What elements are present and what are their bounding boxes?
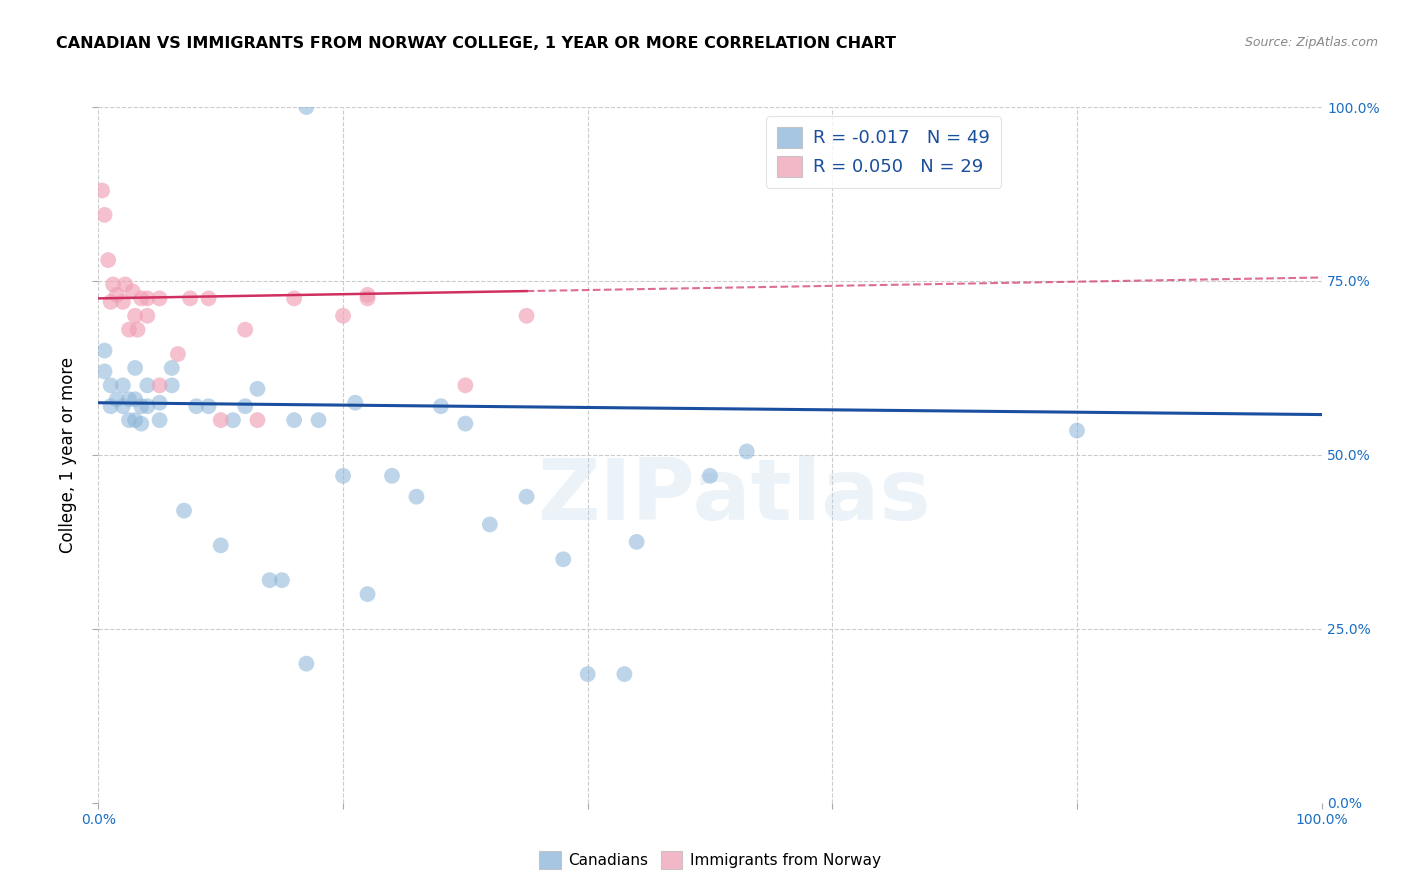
Point [118,413,141,427]
Point [149,291,172,305]
Point [97,253,120,268]
Point [626,535,648,549]
Text: CANADIAN VS IMMIGRANTS FROM NORWAY COLLEGE, 1 YEAR OR MORE CORRELATION CHART: CANADIAN VS IMMIGRANTS FROM NORWAY COLLE… [56,36,896,51]
Point [100,399,122,413]
Point [93,343,115,358]
Point [735,444,758,458]
Point [381,468,404,483]
Legend: Canadians, Immigrants from Norway: Canadians, Immigrants from Norway [533,846,887,875]
Point [454,417,477,431]
Point [101,277,124,292]
Point [454,378,477,392]
Point [186,399,208,413]
Point [121,285,143,299]
Point [129,291,152,305]
Y-axis label: College, 1 year or more: College, 1 year or more [59,357,77,553]
Point [209,538,232,552]
Text: Source: ZipAtlas.com: Source: ZipAtlas.com [1244,36,1378,49]
Point [283,413,305,427]
Point [553,552,575,566]
Point [124,413,146,427]
Point [233,399,256,413]
Point [129,399,152,413]
Point [149,413,172,427]
Point [515,309,537,323]
Point [160,360,183,375]
Point [222,413,245,427]
Point [105,288,128,302]
Point [233,323,256,337]
Point [197,399,219,413]
Point [173,503,195,517]
Point [118,392,141,407]
Point [332,309,354,323]
Point [124,309,146,323]
Point [246,382,269,396]
Point [111,399,134,413]
Point [100,378,122,392]
Point [344,396,367,410]
Point [576,667,599,681]
Point [478,517,501,532]
Point [136,291,159,305]
Point [613,667,636,681]
Point [149,396,172,410]
Point [160,378,183,392]
Point [91,184,114,198]
Point [308,413,330,427]
Point [149,378,172,392]
Point [111,294,134,309]
Point [430,399,453,413]
Point [179,291,201,305]
Text: ZIPatlas: ZIPatlas [537,455,931,538]
Point [699,468,721,483]
Point [124,392,146,407]
Point [100,294,122,309]
Point [356,288,378,302]
Point [136,378,159,392]
Point [93,364,115,378]
Point [111,378,134,392]
Point [405,490,427,504]
Point [515,490,537,504]
Point [118,323,141,337]
Point [356,587,378,601]
Point [167,347,190,361]
Point [136,399,159,413]
Point [270,573,294,587]
Point [105,392,128,407]
Point [197,291,219,305]
Point [1066,424,1088,438]
Point [129,417,152,431]
Point [295,100,318,114]
Point [127,323,149,337]
Point [332,468,354,483]
Point [209,413,232,427]
Point [136,309,159,323]
Point [114,277,136,292]
Point [283,291,305,305]
Point [246,413,269,427]
Point [295,657,318,671]
Point [356,291,378,305]
Point [124,360,146,375]
Point [93,208,115,222]
Point [259,573,281,587]
